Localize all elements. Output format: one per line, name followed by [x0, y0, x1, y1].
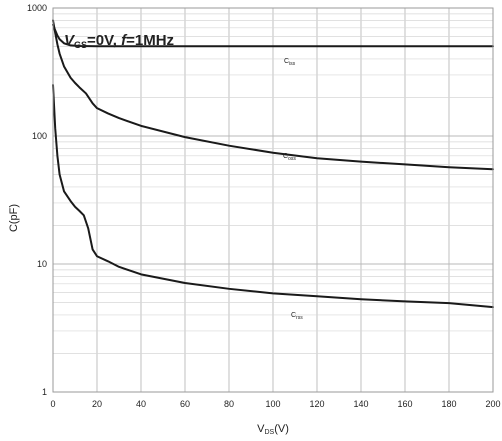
series-line-coss	[52, 19, 494, 171]
cond-rest: =0V,	[87, 32, 121, 49]
series-label-crss-sub: rss	[296, 315, 303, 321]
plot-frame	[52, 7, 494, 393]
series-label-ciss-main: C	[284, 58, 289, 65]
tick-labels: 0 20 40 60 80 100 120 140 160 180 200 1 10 100 1000	[27, 3, 501, 409]
y-tick-label: 10	[37, 259, 47, 269]
series-line-ciss	[52, 23, 494, 48]
cond-v: V	[64, 32, 76, 49]
x-tick-label: 180	[441, 399, 456, 409]
x-tick-label: 100	[265, 399, 280, 409]
series-label-ciss-sub: iss	[289, 61, 296, 67]
x-tick-label: 200	[485, 399, 500, 409]
cond-sub: GS	[74, 40, 87, 50]
y-axis-title: C(pF)	[8, 204, 20, 232]
x-tick-label: 120	[309, 399, 324, 409]
x-tick-label: 0	[50, 399, 55, 409]
x-tick-label: 20	[92, 399, 102, 409]
series-label-crss: Crss	[291, 312, 303, 321]
test-condition-annotation: VGS=0V, f=1MHz	[64, 32, 174, 50]
series-label-coss-sub: oss	[288, 156, 296, 162]
x-tick-label: 40	[136, 399, 146, 409]
series-label-coss: Coss	[283, 153, 296, 162]
y-tick-label: 1000	[27, 3, 47, 13]
series-curves	[52, 19, 494, 309]
y-tick-label: 1	[42, 387, 47, 397]
series-label-coss-main: C	[283, 153, 288, 160]
y-tick-label: 100	[32, 131, 47, 141]
x-axis-title-sub: DS	[264, 429, 274, 436]
x-tick-label: 140	[353, 399, 368, 409]
cond-f: f	[121, 32, 128, 49]
grid	[52, 7, 494, 393]
series-line-crss	[52, 84, 494, 309]
x-axis-title-unit: (V)	[274, 423, 289, 435]
series-label-ciss: Ciss	[284, 58, 296, 67]
series-label-crss-main: C	[291, 312, 296, 319]
x-tick-label: 60	[180, 399, 190, 409]
x-axis-title: VDS(V)	[257, 423, 289, 436]
x-tick-label: 80	[224, 399, 234, 409]
x-tick-label: 160	[397, 399, 412, 409]
x-axis-title-main: V	[257, 423, 265, 435]
cond-rest2: =1MHz	[126, 32, 174, 49]
